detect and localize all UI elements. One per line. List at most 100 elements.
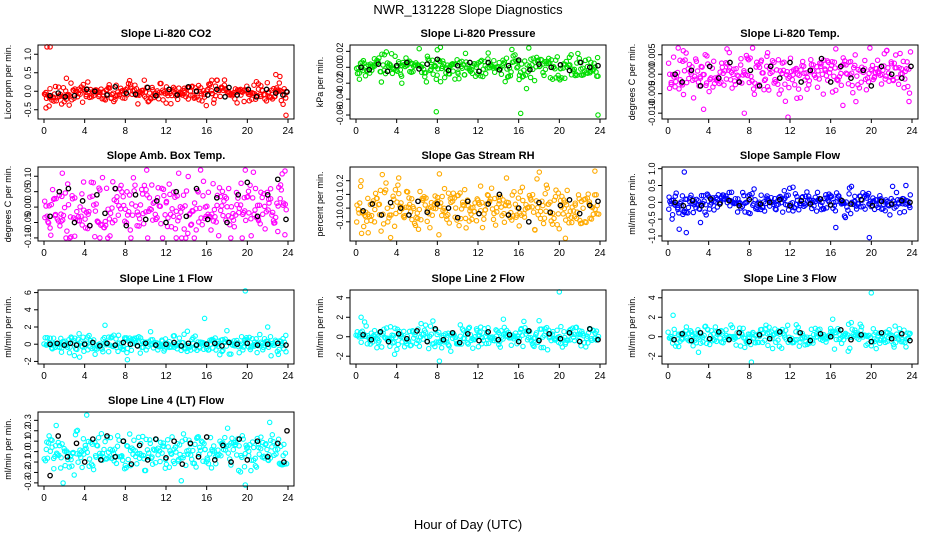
data-point bbox=[158, 80, 164, 87]
outlier-point bbox=[669, 216, 675, 222]
reference-point bbox=[222, 93, 228, 100]
chart-title: Slope Li-820 CO2 bbox=[121, 28, 211, 40]
x-tick-label: 0 bbox=[353, 371, 359, 382]
data-point bbox=[261, 203, 268, 210]
data-point bbox=[773, 67, 780, 73]
data-point bbox=[693, 58, 700, 65]
data-point bbox=[94, 218, 101, 225]
data-point bbox=[470, 345, 476, 351]
data-point bbox=[78, 213, 84, 219]
data-point bbox=[199, 98, 205, 104]
reference-point bbox=[79, 198, 86, 204]
data-point bbox=[171, 460, 178, 467]
data-point bbox=[484, 192, 491, 198]
x-tick-label: 8 bbox=[123, 126, 129, 137]
data-point bbox=[867, 45, 873, 51]
data-point bbox=[769, 345, 776, 352]
reference-point bbox=[171, 339, 177, 346]
reference-point bbox=[454, 62, 461, 69]
reference-point bbox=[848, 75, 854, 81]
data-point bbox=[371, 219, 378, 225]
outlier-point bbox=[83, 412, 90, 418]
data-point bbox=[362, 73, 369, 79]
x-tick-label: 12 bbox=[784, 371, 796, 382]
data-point bbox=[236, 205, 243, 212]
data-point bbox=[531, 77, 538, 84]
x-tick-label: 12 bbox=[160, 371, 172, 382]
data-point bbox=[221, 77, 228, 83]
reference-point bbox=[213, 86, 220, 93]
data-point bbox=[422, 329, 429, 335]
data-point bbox=[873, 65, 880, 72]
data-point bbox=[160, 97, 166, 103]
data-point bbox=[842, 214, 849, 221]
data-point bbox=[446, 71, 453, 77]
data-point bbox=[149, 182, 155, 188]
data-point bbox=[728, 189, 735, 196]
outlier-point bbox=[283, 112, 289, 119]
x-tick-label: 12 bbox=[160, 126, 172, 137]
data-point bbox=[673, 190, 679, 196]
reference-point bbox=[384, 68, 391, 75]
series-points bbox=[41, 288, 289, 363]
data-point bbox=[739, 189, 746, 196]
y-tick-label: -0.5 bbox=[23, 102, 33, 118]
data-point bbox=[852, 52, 858, 58]
data-point bbox=[862, 206, 868, 212]
data-point bbox=[702, 209, 708, 215]
data-point bbox=[196, 97, 202, 103]
data-point bbox=[356, 70, 362, 76]
reference-point bbox=[454, 214, 461, 221]
data-point bbox=[273, 451, 279, 457]
data-point bbox=[764, 83, 771, 90]
reference-point bbox=[284, 427, 290, 434]
x-tick-label: 20 bbox=[866, 126, 878, 137]
data-point bbox=[779, 209, 786, 215]
data-point bbox=[676, 86, 682, 92]
reference-point bbox=[104, 433, 110, 439]
data-point bbox=[219, 440, 226, 446]
data-point bbox=[441, 74, 448, 81]
data-point bbox=[585, 340, 591, 346]
data-point bbox=[758, 57, 765, 64]
data-point bbox=[170, 213, 177, 220]
reference-point bbox=[378, 212, 385, 218]
data-point bbox=[672, 343, 679, 349]
data-point bbox=[392, 325, 398, 332]
data-point bbox=[65, 456, 71, 463]
x-tick-label: 12 bbox=[472, 126, 484, 137]
data-point bbox=[828, 193, 835, 200]
data-point bbox=[554, 327, 560, 334]
data-point bbox=[797, 94, 804, 101]
data-point bbox=[249, 195, 256, 201]
reference-point bbox=[283, 342, 289, 348]
data-point bbox=[86, 208, 92, 215]
data-point bbox=[127, 84, 134, 90]
outlier-point bbox=[683, 229, 690, 236]
data-point bbox=[47, 335, 53, 341]
reference-point bbox=[907, 337, 913, 344]
data-point bbox=[732, 81, 739, 88]
data-point bbox=[188, 222, 194, 228]
data-point bbox=[234, 100, 240, 106]
data-point bbox=[159, 235, 166, 241]
data-point bbox=[219, 203, 225, 209]
data-point bbox=[666, 206, 672, 212]
data-point bbox=[374, 195, 380, 202]
outlier-point bbox=[436, 171, 443, 177]
y-tick-label: -2 bbox=[23, 357, 33, 365]
data-point bbox=[258, 434, 264, 440]
reference-point bbox=[73, 342, 80, 348]
data-point bbox=[223, 195, 230, 201]
data-point bbox=[523, 85, 530, 92]
data-point bbox=[705, 327, 711, 333]
chart-panel-6: Slope Sample Flow 0 4 8 12 16 20 24 -1.0-0.5 0.0 0… bbox=[627, 150, 919, 259]
outlier-point bbox=[282, 232, 288, 238]
data-point bbox=[253, 464, 260, 470]
y-tick-label: 0.005 bbox=[647, 43, 657, 66]
reference-point bbox=[869, 202, 876, 209]
data-point bbox=[446, 343, 452, 349]
reference-point bbox=[907, 199, 913, 206]
reference-point bbox=[134, 343, 141, 349]
y-tick-label: -0.1 bbox=[23, 454, 33, 470]
